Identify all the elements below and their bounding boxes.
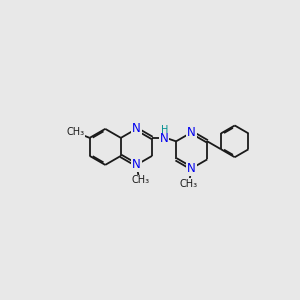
Text: N: N bbox=[187, 126, 196, 139]
Text: CH₃: CH₃ bbox=[131, 176, 150, 185]
Text: N: N bbox=[132, 158, 141, 171]
Text: CH₃: CH₃ bbox=[179, 179, 197, 189]
Text: N: N bbox=[187, 162, 196, 175]
Text: N: N bbox=[132, 122, 141, 135]
Text: N: N bbox=[160, 132, 168, 145]
Text: CH₃: CH₃ bbox=[66, 127, 84, 137]
Text: H: H bbox=[161, 125, 168, 136]
